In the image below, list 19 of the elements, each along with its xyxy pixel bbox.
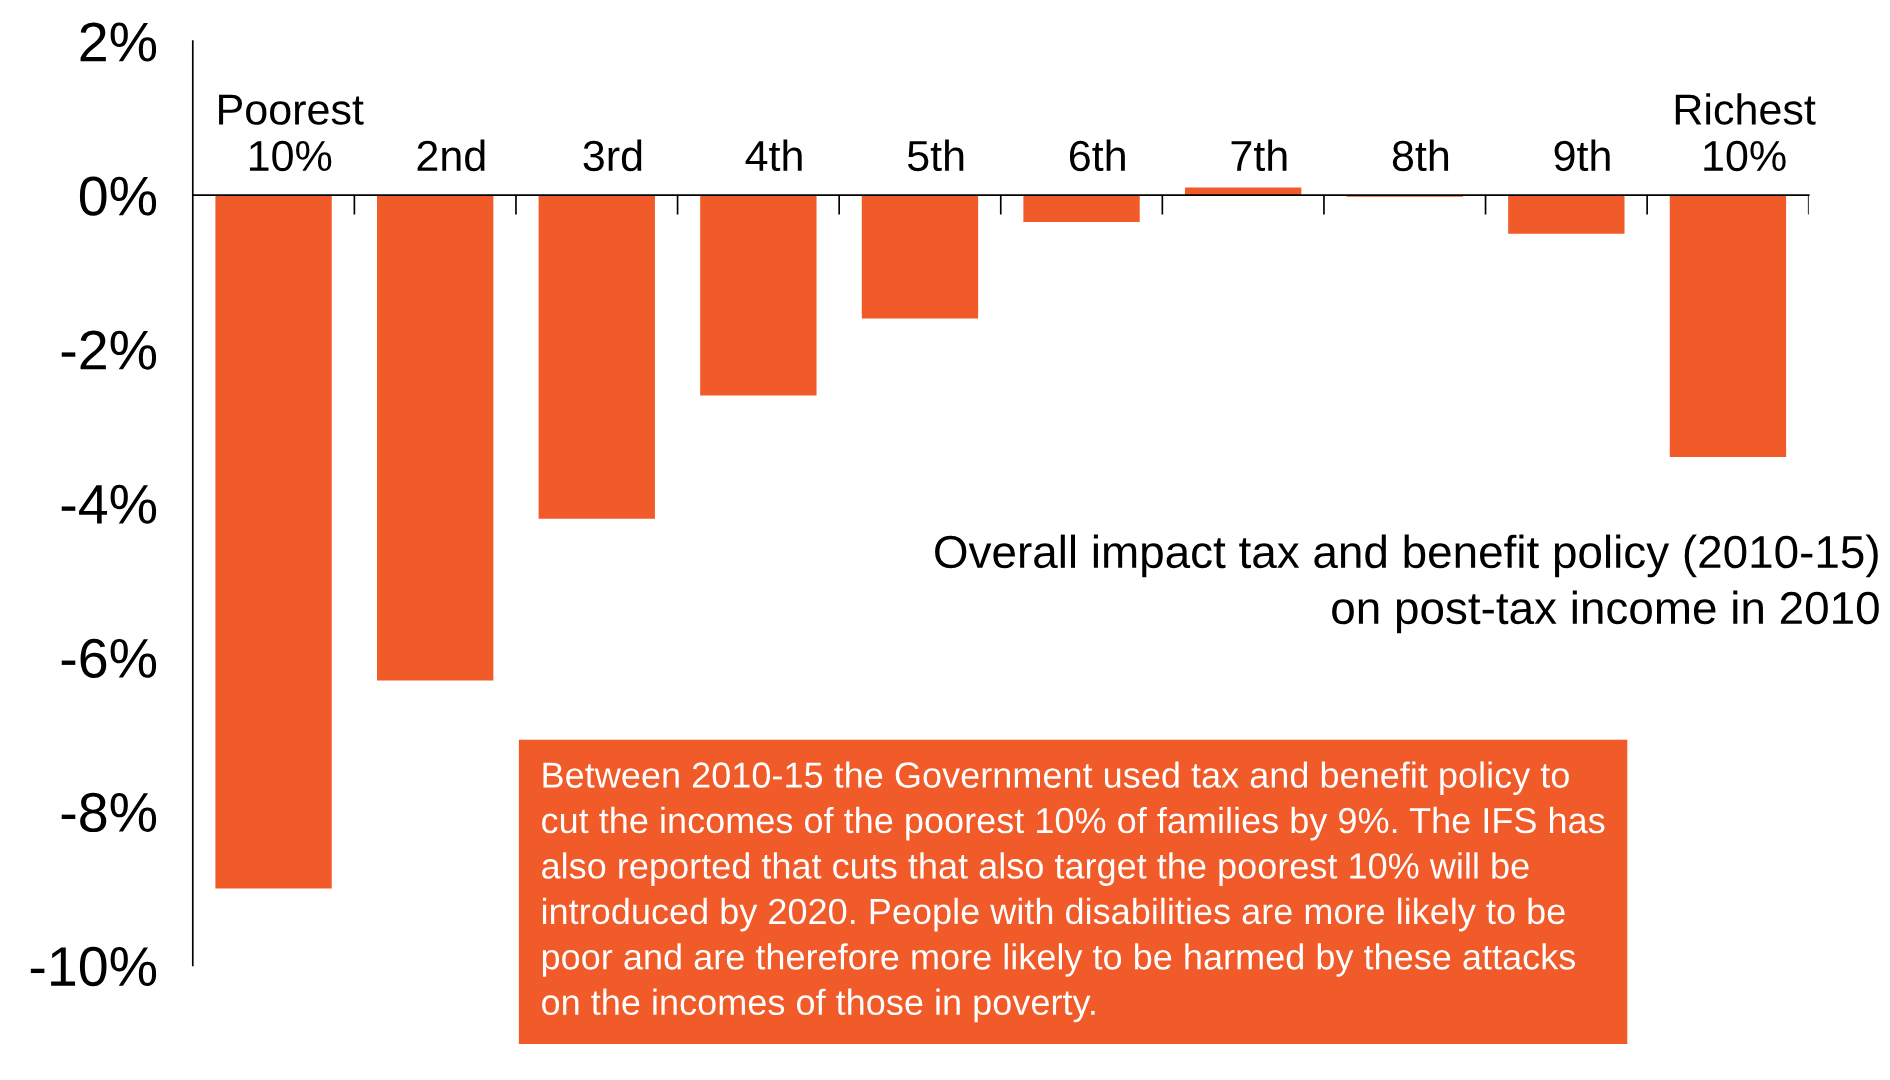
x-tick-label: Richest 10% xyxy=(1675,93,1816,172)
x-tick-label: Poorest 10% xyxy=(219,94,364,172)
x-tick-label: 6th xyxy=(1069,139,1125,172)
x-tick-label: 3rd xyxy=(583,139,642,172)
y-tick-label: -2% xyxy=(61,330,157,370)
annotation: Between 2010-15 the Government used tax and benefit policy to cut the incomes of the poorest 10% of families by 9%. The IFS has also reported that cuts that also target the poorest 10% will be introduced by 2020. People with disabilities are more likely to be poor and are therefore more likely to be harmed by these attacks on the incomes of those in poverty. xyxy=(542,761,1605,1023)
annotation: Overall impact tax and benefit policy (2010-15) on post-tax income in 2010 xyxy=(935,534,1879,634)
y-tick-label: -6% xyxy=(61,638,157,679)
y-tick-label: -10% xyxy=(30,946,157,987)
x-tick-label: 7th xyxy=(1231,139,1287,172)
x-tick-label: 5th xyxy=(907,139,964,172)
y-tick-label: 2% xyxy=(80,22,157,62)
x-tick-label: 8th xyxy=(1392,139,1449,172)
y-tick-label: 0% xyxy=(79,176,157,216)
x-tick-label: 4th xyxy=(745,139,802,172)
y-tick-label: -4% xyxy=(61,484,157,524)
x-tick-label: 2nd xyxy=(417,139,485,172)
y-tick-label: -8% xyxy=(61,792,157,833)
x-tick-label: 9th xyxy=(1554,139,1610,172)
